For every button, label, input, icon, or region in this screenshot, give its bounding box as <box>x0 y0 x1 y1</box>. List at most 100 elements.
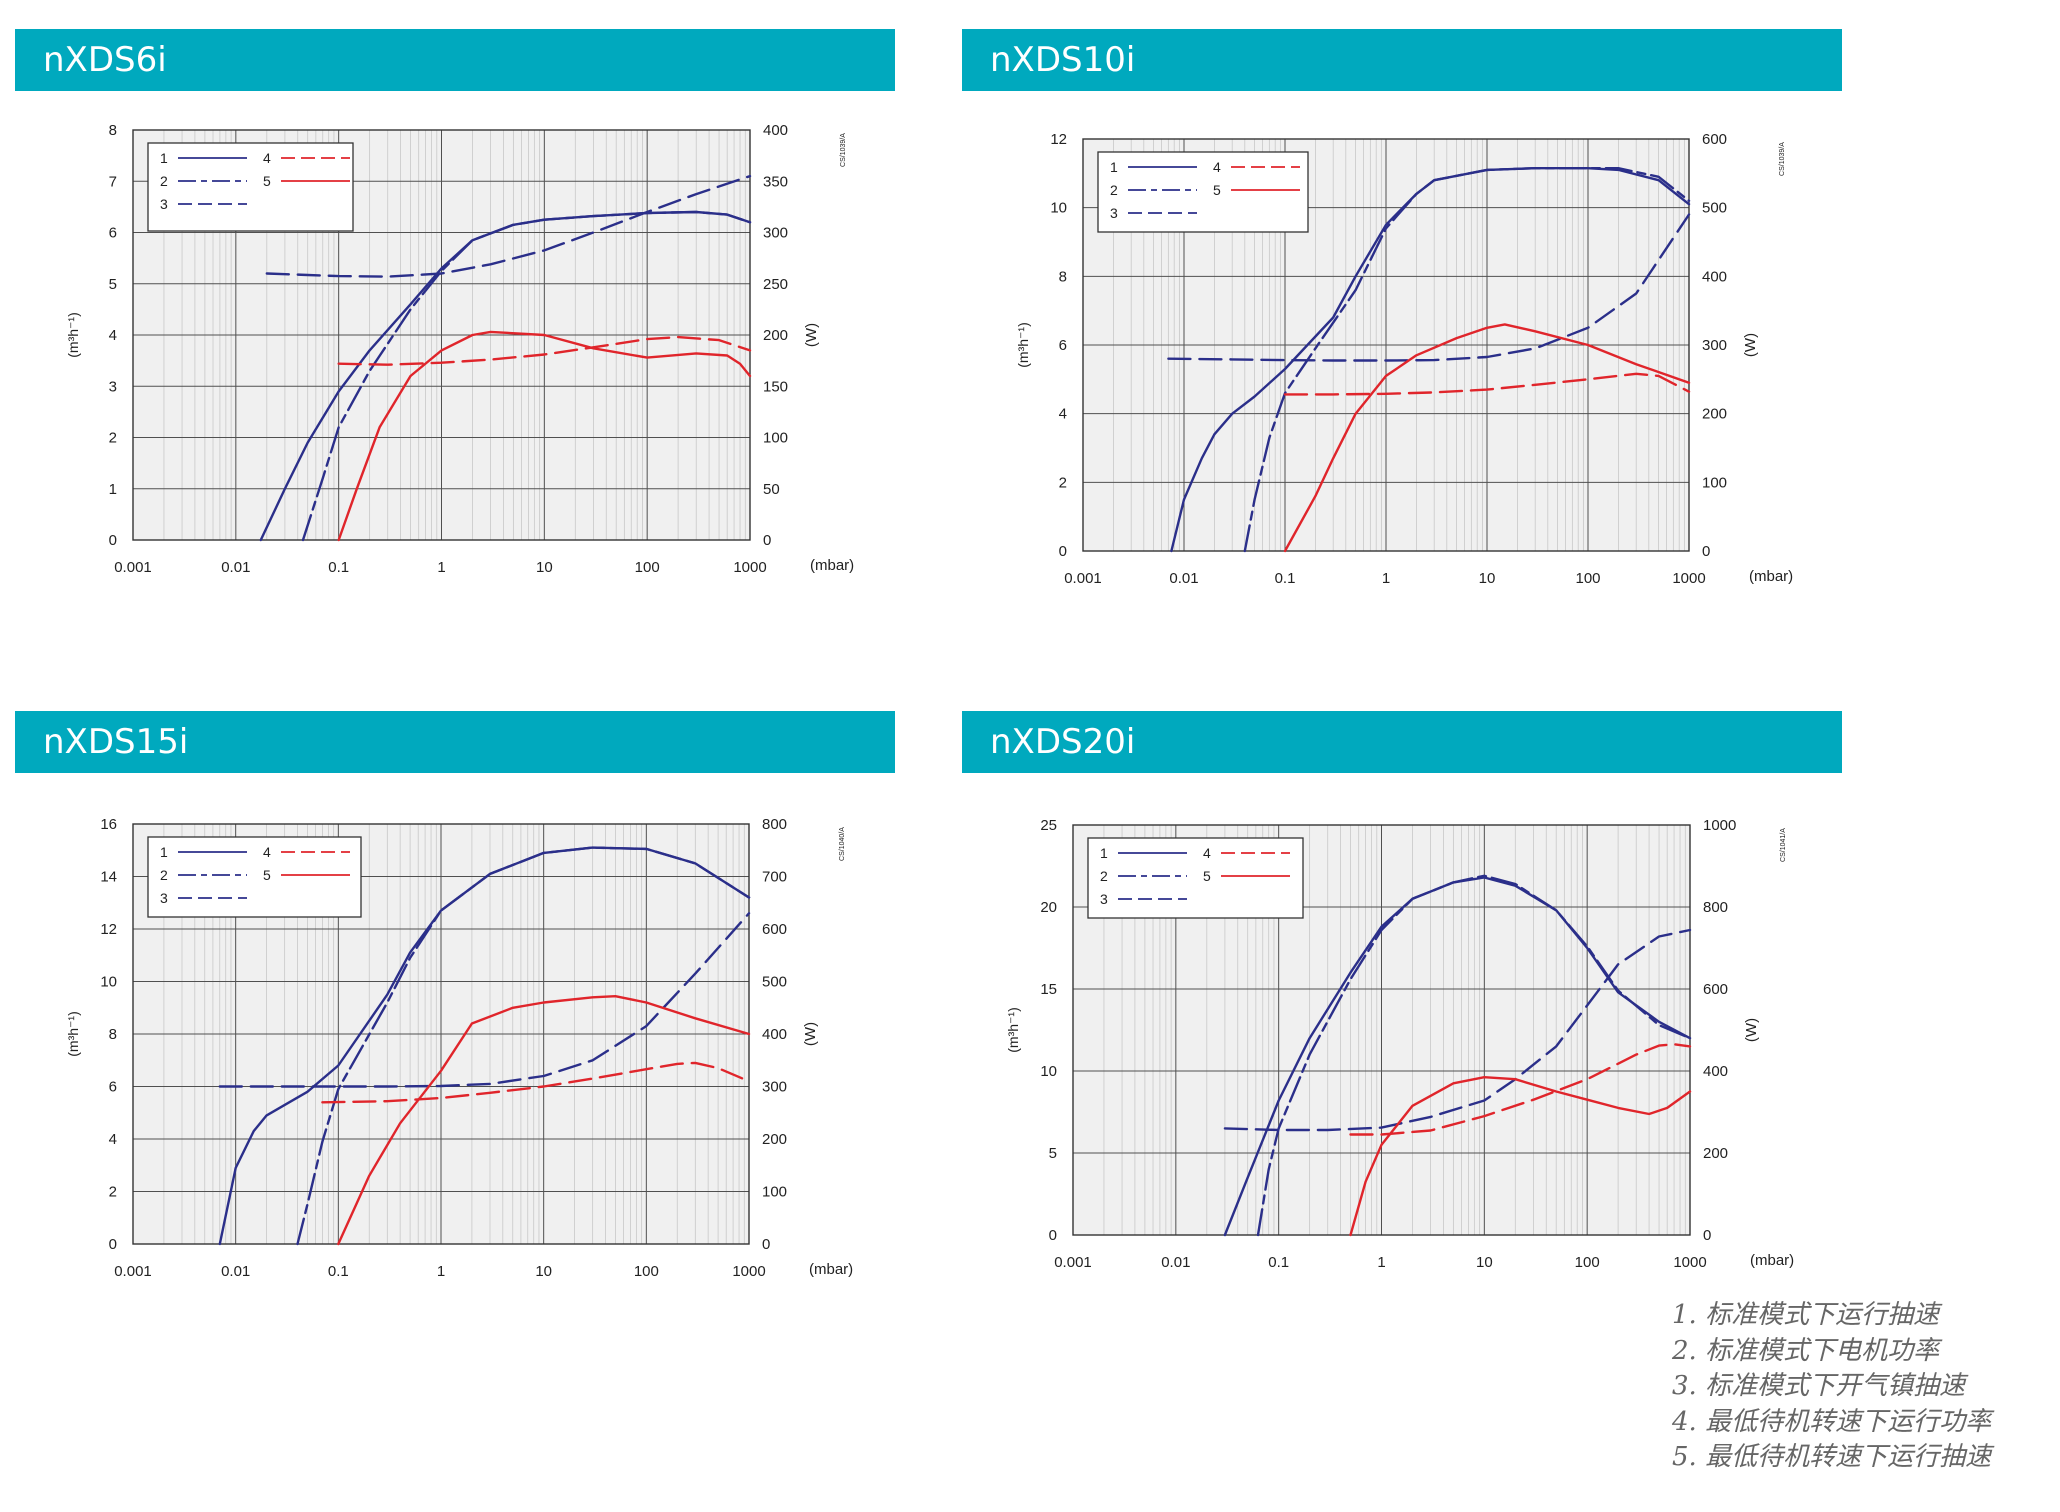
x-tick-label: 10 <box>1476 1254 1493 1271</box>
x-tick-label: 10 <box>536 559 553 576</box>
y-right-tick-label: 500 <box>762 974 787 991</box>
legend-label-2: 2 <box>1110 182 1118 198</box>
y-left-tick-label: 0 <box>1049 1227 1057 1244</box>
legend-box <box>147 836 362 918</box>
y-left-tick-label: 12 <box>100 921 117 938</box>
note-1: 1. 标准模式下运行抽速 <box>1672 1300 1940 1330</box>
x-tick-label: 0.1 <box>328 1263 349 1280</box>
x-unit-label: (mbar) <box>809 1261 853 1278</box>
y-right-tick-label: 100 <box>763 430 788 447</box>
series-group <box>1167 166 1691 553</box>
legend-label-3: 3 <box>1110 205 1118 221</box>
panel-title-nxds6i: nXDS6i <box>15 29 895 91</box>
x-unit-label: (mbar) <box>1750 1252 1794 1269</box>
legend-label-4: 4 <box>263 844 271 860</box>
y-left-tick-label: 20 <box>1040 899 1057 916</box>
y-right-tick-label: 100 <box>1702 474 1727 491</box>
y-right-tick-label: 200 <box>763 327 788 344</box>
x-tick-label: 0.001 <box>1064 570 1102 587</box>
note-3: 3. 标准模式下开气镇抽速 <box>1672 1371 1966 1401</box>
note-4: 4. 最低待机转速下运行功率 <box>1672 1406 1992 1437</box>
plot-frame <box>1082 138 1690 552</box>
legend-label-5: 5 <box>263 867 271 883</box>
y-right-tick-label: 800 <box>762 816 787 833</box>
x-unit-label: (mbar) <box>810 557 854 574</box>
legend-label-3: 3 <box>160 890 168 906</box>
x-tick-label: 100 <box>634 1263 659 1280</box>
series-group <box>1223 874 1692 1237</box>
y-left-tick-label: 25 <box>1040 817 1057 834</box>
plot-frame <box>132 129 751 541</box>
y-right-tick-label: 200 <box>1702 406 1727 423</box>
legend-label-2: 2 <box>160 867 168 883</box>
series-line-4 <box>321 1061 751 1104</box>
legend-box <box>147 142 354 232</box>
y-left-tick-label: 4 <box>109 327 117 344</box>
legend-label-1: 1 <box>1110 159 1118 175</box>
y-right-tick-label: 600 <box>1702 131 1727 148</box>
chart-nxds15i: 0.001 0.01 0.1 1 10 100 1000024681012141601002… <box>65 816 853 1280</box>
series-line-4 <box>1349 1043 1692 1136</box>
panel-title-nxds10i: nXDS10i <box>962 29 1842 91</box>
y-right-tick-label: 100 <box>762 1184 787 1201</box>
chart-code: CS/1040/A <box>839 827 846 861</box>
legend-label-5: 5 <box>1213 182 1221 198</box>
panel-title-nxds15i: nXDS15i <box>15 711 895 773</box>
legend-label-5: 5 <box>263 173 271 189</box>
y-left-tick-label: 2 <box>1059 474 1067 491</box>
x-tick-label: 0.001 <box>1054 1254 1092 1271</box>
y-right-tick-label: 0 <box>762 1236 770 1253</box>
y-right-tick-label: 400 <box>762 1026 787 1043</box>
y-left-tick-label: 15 <box>1040 981 1057 998</box>
y-right-tick-label: 600 <box>762 921 787 938</box>
x-tick-label: 0.1 <box>1275 570 1296 587</box>
y-right-tick-label: 600 <box>1703 981 1728 998</box>
y-left-tick-label: 2 <box>109 430 117 447</box>
y-left-tick-label: 5 <box>1049 1145 1057 1162</box>
x-tick-label: 0.001 <box>114 1263 152 1280</box>
y-left-tick-label: 10 <box>1050 200 1067 217</box>
y-left-label: (m³h⁻¹) <box>1015 322 1031 368</box>
y-left-tick-label: 6 <box>1059 337 1067 354</box>
y-left-tick-label: 16 <box>100 816 117 833</box>
x-tick-label: 100 <box>1575 570 1600 587</box>
y-right-tick-label: 1000 <box>1703 817 1736 834</box>
series-line-4 <box>337 335 752 366</box>
x-tick-label: 10 <box>535 1263 552 1280</box>
plot-frame <box>1072 824 1691 1236</box>
x-tick-label: 0.01 <box>221 1263 250 1280</box>
x-tick-label: 1000 <box>1672 570 1705 587</box>
y-left-label: (m³h⁻¹) <box>65 1011 81 1057</box>
y-left-tick-label: 0 <box>1059 543 1067 560</box>
y-right-tick-label: 200 <box>762 1131 787 1148</box>
series-line-5 <box>337 995 751 1246</box>
series-line-4 <box>1283 372 1691 396</box>
series-line-5 <box>1349 1075 1692 1237</box>
y-left-tick-label: 6 <box>109 225 117 242</box>
y-right-tick-label: 300 <box>1702 337 1727 354</box>
y-left-tick-label: 0 <box>109 532 117 549</box>
y-left-tick-label: 4 <box>109 1131 117 1148</box>
y-left-tick-label: 8 <box>109 122 117 139</box>
panel-title-nxds20i: nXDS20i <box>962 711 1842 773</box>
series-group <box>218 846 751 1246</box>
x-tick-label: 1 <box>1377 1254 1385 1271</box>
x-tick-label: 1000 <box>1673 1254 1706 1271</box>
y-right-tick-label: 200 <box>1703 1145 1728 1162</box>
x-unit-label: (mbar) <box>1749 568 1793 585</box>
y-right-label: (W) <box>1742 333 1759 357</box>
y-left-tick-label: 12 <box>1050 131 1067 148</box>
legend: 1 4 2 5 3 <box>1097 151 1309 233</box>
x-tick-label: 1 <box>1382 570 1390 587</box>
legend: 1 4 2 5 3 <box>147 142 354 232</box>
x-tick-label: 0.1 <box>1268 1254 1289 1271</box>
y-right-tick-label: 250 <box>763 276 788 293</box>
x-tick-label: 10 <box>1479 570 1496 587</box>
series-line-5 <box>1283 323 1691 553</box>
y-right-tick-label: 350 <box>763 173 788 190</box>
x-tick-label: 100 <box>1575 1254 1600 1271</box>
chart-code: CS/1041/A <box>1780 828 1787 862</box>
series-line-2 <box>301 210 752 542</box>
legend-notes: 1. 标准模式下运行抽速 2. 标准模式下电机功率 3. 标准模式下开气镇抽速 … <box>1672 1298 1991 1476</box>
y-right-tick-label: 0 <box>1702 543 1710 560</box>
